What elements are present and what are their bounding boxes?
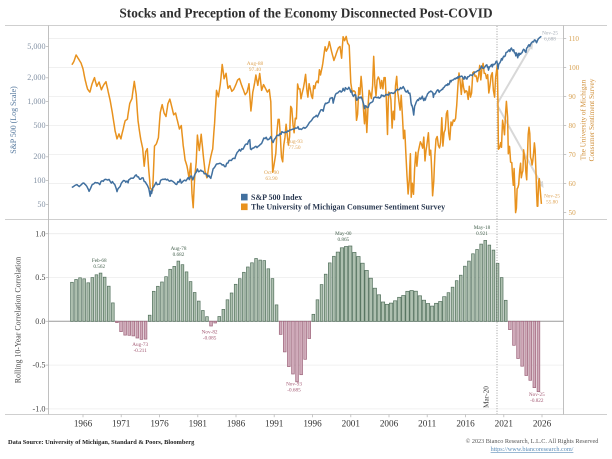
svg-text:1991: 1991 [265, 418, 284, 428]
svg-text:1.0: 1.0 [35, 229, 45, 238]
svg-text:May-18: May-18 [474, 225, 491, 231]
svg-text:Oct-90: Oct-90 [264, 170, 279, 176]
svg-text:6,688: 6,688 [544, 36, 556, 42]
svg-text:80: 80 [569, 122, 577, 130]
svg-text:0.5: 0.5 [35, 273, 45, 282]
svg-text:90: 90 [569, 93, 577, 101]
svg-text:5,000: 5,000 [27, 42, 45, 51]
svg-text:0.921: 0.921 [476, 231, 488, 237]
svg-text:Aug-78: Aug-78 [171, 246, 187, 252]
svg-text:50: 50 [569, 209, 577, 217]
svg-text:77.50: 77.50 [288, 145, 300, 151]
svg-text:2001: 2001 [342, 418, 361, 428]
svg-text:Nov-82: Nov-82 [202, 329, 218, 335]
svg-text:1981: 1981 [189, 418, 208, 428]
svg-text:-0.211: -0.211 [134, 348, 148, 354]
svg-text:110: 110 [569, 35, 580, 43]
svg-text:2006: 2006 [380, 418, 399, 428]
svg-text:2011: 2011 [418, 418, 436, 428]
svg-text:200: 200 [33, 152, 45, 161]
svg-text:1966: 1966 [74, 418, 93, 428]
svg-text:-0.085: -0.085 [203, 335, 217, 341]
svg-text:0.0: 0.0 [35, 317, 45, 326]
svg-text:© 2023 Bianco Research, L.L.C.: © 2023 Bianco Research, L.L.C. All Right… [466, 438, 600, 445]
svg-text:Nov-25: Nov-25 [529, 392, 545, 398]
svg-text:55.80: 55.80 [546, 199, 558, 205]
svg-text:2,000: 2,000 [27, 73, 45, 82]
svg-text:Aug-88: Aug-88 [247, 61, 264, 67]
svg-text:S&P 500 Index: S&P 500 Index [251, 193, 302, 202]
svg-text:Aug-93: Aug-93 [286, 139, 303, 145]
svg-text:100: 100 [33, 176, 45, 185]
svg-text:97.40: 97.40 [249, 67, 261, 73]
svg-text:The University of Michigan: The University of Michigan [580, 79, 588, 160]
svg-text:https://www.biancoresearch.com: https://www.biancoresearch.com/ [491, 446, 574, 453]
svg-text:1,000: 1,000 [27, 97, 45, 106]
svg-text:0.562: 0.562 [93, 264, 105, 270]
svg-text:Feb-68: Feb-68 [92, 258, 107, 264]
svg-text:2016: 2016 [456, 418, 475, 428]
svg-text:The University of Michigan Con: The University of Michigan Consumer Sent… [251, 203, 445, 212]
svg-text:2026: 2026 [533, 418, 552, 428]
svg-text:Nov-25: Nov-25 [544, 193, 560, 199]
svg-text:-1.0: -1.0 [33, 405, 46, 414]
svg-text:Aug-73: Aug-73 [132, 342, 148, 348]
svg-text:1986: 1986 [227, 418, 246, 428]
svg-text:-0.5: -0.5 [33, 361, 46, 370]
svg-text:-0.822: -0.822 [530, 398, 544, 404]
svg-text:1976: 1976 [150, 418, 169, 428]
svg-text:Mar-20: Mar-20 [482, 386, 491, 408]
svg-text:-0.685: -0.685 [287, 387, 301, 393]
svg-text:1996: 1996 [303, 418, 322, 428]
svg-text:2021: 2021 [495, 418, 514, 428]
svg-text:May-00: May-00 [335, 231, 352, 237]
svg-text:500: 500 [33, 121, 45, 130]
svg-text:60: 60 [569, 180, 577, 188]
svg-text:70: 70 [569, 151, 577, 159]
svg-text:Rolling 10-Year Correlation Co: Rolling 10-Year Correlation Correlation [14, 257, 23, 384]
svg-text:1971: 1971 [112, 418, 131, 428]
svg-text:0.682: 0.682 [173, 252, 185, 258]
svg-text:63.90: 63.90 [265, 176, 277, 182]
svg-text:Data Source: University of Mic: Data Source: University of Michigan, Sta… [8, 439, 195, 446]
svg-text:0.865: 0.865 [337, 237, 349, 243]
svg-text:100: 100 [569, 64, 580, 72]
svg-text:S&P 500 (Log Scale): S&P 500 (Log Scale) [9, 86, 18, 154]
svg-text:50: 50 [37, 200, 45, 209]
svg-text:Consumer Sentiment Survey: Consumer Sentiment Survey [588, 78, 596, 161]
svg-text:Nov-93: Nov-93 [286, 381, 302, 387]
svg-text:Nov-25: Nov-25 [542, 30, 558, 36]
svg-text:Stocks and Preception of the E: Stocks and Preception of the Economy Dis… [119, 6, 492, 21]
